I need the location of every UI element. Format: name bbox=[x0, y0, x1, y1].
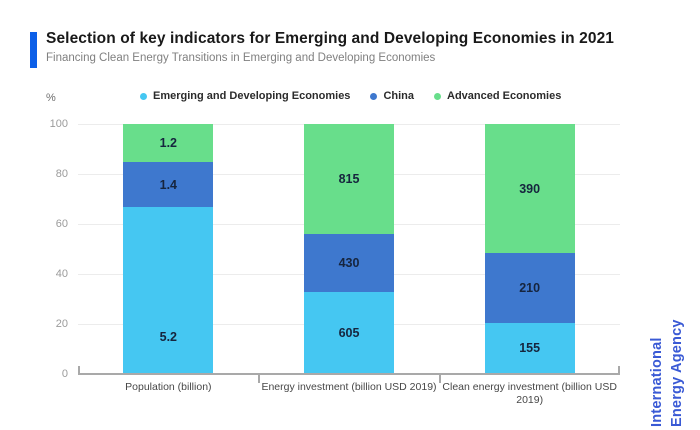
legend-item: Emerging and Developing Economies bbox=[140, 90, 350, 102]
iea-brand-vertical-text: International Energy Agency bbox=[647, 285, 687, 427]
iea-brand-line1: International bbox=[649, 337, 665, 427]
bar-group: 5.2 1.4 1.2 bbox=[78, 124, 259, 374]
chart-legend: Emerging and Developing Economies China Ad… bbox=[140, 90, 561, 102]
bar-segment-value-label: 1.2 bbox=[159, 136, 178, 151]
iea-brand-line2: Energy Agency bbox=[669, 319, 685, 427]
bar-series-container: 5.2 1.4 1.2 605 430 815 155 210 390 bbox=[78, 124, 620, 374]
bar-segment: 155 bbox=[484, 322, 575, 374]
y-axis-tick-label: 60 bbox=[55, 218, 68, 230]
title-accent-bar bbox=[30, 32, 37, 68]
x-axis-category-labels: Population (billion) Energy investment (b… bbox=[78, 381, 620, 406]
stacked-bar: 605 430 815 bbox=[304, 124, 394, 374]
category-separator-tick bbox=[439, 375, 441, 383]
legend-item: China bbox=[370, 90, 414, 102]
legend-label: Advanced Economies bbox=[447, 90, 562, 102]
bar-segment: 1.4 bbox=[123, 162, 214, 208]
bar-segment: 1.2 bbox=[123, 124, 214, 163]
bar-group: 605 430 815 bbox=[259, 124, 440, 374]
legend-dot-icon bbox=[140, 92, 147, 100]
plot-area: 5.2 1.4 1.2 605 430 815 155 210 390 bbox=[78, 124, 620, 383]
y-axis-tick-label: 20 bbox=[55, 318, 68, 330]
page-subtitle: Financing Clean Energy Transitions in Em… bbox=[46, 52, 436, 64]
bar-segment-value-label: 1.4 bbox=[159, 177, 178, 192]
bar-group: 155 210 390 bbox=[439, 124, 620, 374]
legend-item: Advanced Economies bbox=[434, 90, 561, 102]
y-axis-unit-label: % bbox=[46, 92, 56, 104]
bar-segment: 5.2 bbox=[123, 207, 214, 374]
bar-segment-value-label: 430 bbox=[338, 256, 360, 271]
axis-end-tick-left bbox=[78, 366, 80, 374]
legend-label: Emerging and Developing Economies bbox=[153, 90, 351, 102]
legend-dot-icon bbox=[434, 92, 441, 100]
stacked-bar: 5.2 1.4 1.2 bbox=[123, 124, 214, 374]
x-axis-category-label: Population (billion) bbox=[125, 381, 212, 393]
bar-segment-value-label: 155 bbox=[519, 341, 541, 356]
x-axis-baseline bbox=[78, 373, 620, 375]
bar-segment: 815 bbox=[304, 124, 394, 235]
bar-segment-value-label: 5.2 bbox=[159, 330, 178, 344]
category-separator-tick bbox=[258, 375, 260, 383]
bar-segment-value-label: 210 bbox=[519, 280, 541, 295]
axis-end-tick-right bbox=[618, 366, 620, 374]
legend-dot-icon bbox=[370, 92, 378, 100]
bar-segment: 390 bbox=[484, 124, 575, 254]
y-axis-tick-label: 0 bbox=[61, 368, 68, 380]
y-axis-tick-labels: 100 80 60 40 20 0 bbox=[26, 118, 68, 380]
bar-segment: 430 bbox=[304, 234, 394, 293]
page-title: Selection of key indicators for Emerging… bbox=[46, 30, 615, 47]
y-axis-tick-label: 80 bbox=[55, 168, 68, 180]
stacked-bar: 155 210 390 bbox=[484, 124, 575, 374]
bar-segment-value-label: 390 bbox=[519, 181, 541, 196]
y-axis-tick-label: 40 bbox=[55, 268, 68, 280]
x-axis-category-label: Clean energy investment (billion USD 201… bbox=[442, 381, 617, 406]
y-axis-tick-label: 100 bbox=[49, 118, 68, 130]
bar-segment: 605 bbox=[304, 292, 394, 374]
bar-segment: 210 bbox=[484, 253, 575, 323]
x-axis-category-label: Energy investment (billion USD 2019) bbox=[261, 381, 437, 393]
bar-segment-value-label: 815 bbox=[338, 172, 360, 187]
bar-segment-value-label: 605 bbox=[338, 326, 360, 341]
legend-label: China bbox=[383, 90, 414, 102]
